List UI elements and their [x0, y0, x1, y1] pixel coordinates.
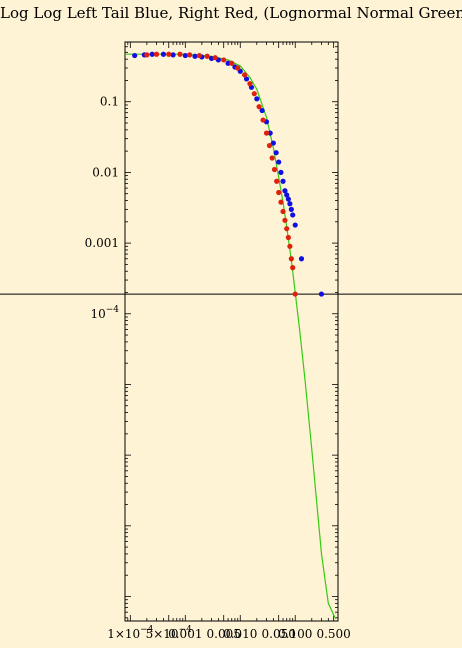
data-point: [280, 178, 286, 184]
data-point: [267, 130, 273, 136]
x-tick-label: 0.500: [316, 627, 350, 641]
data-point: [298, 256, 305, 262]
data-point: [271, 166, 278, 173]
series-line: [125, 53, 337, 620]
data-point: [288, 206, 294, 212]
chart-title: Log Log Left Tail Blue, Right Red, (Logn…: [0, 4, 462, 22]
data-point: [284, 192, 290, 198]
data-point: [196, 52, 202, 59]
data-point: [273, 150, 279, 156]
data-point: [318, 291, 325, 297]
data-point: [235, 65, 241, 71]
data-point: [132, 52, 138, 59]
data-point: [287, 243, 293, 249]
data-point: [282, 217, 288, 223]
data-point: [254, 96, 260, 102]
data-point: [260, 117, 266, 123]
data-point: [225, 60, 231, 66]
data-point: [149, 51, 155, 57]
data-point: [292, 291, 298, 297]
data-point: [284, 226, 290, 232]
data-point: [251, 91, 257, 97]
data-point: [269, 155, 275, 161]
y-tick-label: 0.001: [85, 236, 119, 250]
data-point: [274, 178, 280, 184]
y-tick-label: 0.1: [100, 95, 119, 109]
data-point: [170, 52, 176, 58]
plot-frame: [124, 41, 339, 622]
x-tick-label: 0.010: [223, 627, 257, 641]
data-point: [144, 52, 150, 58]
data-point: [290, 265, 296, 271]
data-point: [242, 72, 248, 78]
data-point: [256, 104, 262, 110]
x-tick-label: 0.050: [262, 627, 296, 641]
data-point: [166, 51, 172, 57]
data-point: [177, 51, 183, 57]
x-tick-label: 0.005: [207, 627, 241, 641]
data-point: [290, 212, 296, 218]
data-point: [153, 51, 160, 57]
data-point: [229, 60, 235, 66]
y-tick-label: 0.01: [92, 165, 119, 179]
x-tick-label: 0.001: [168, 627, 202, 641]
data-point: [204, 53, 210, 59]
x-tick-label: 0.100: [278, 627, 312, 641]
data-point: [182, 52, 188, 59]
data-point: [160, 51, 167, 57]
data-point: [187, 52, 193, 58]
data-point: [278, 169, 284, 176]
data-point: [263, 130, 270, 136]
data-point: [292, 222, 298, 228]
y-tick-label: 10−4: [90, 305, 119, 321]
series-points-0: [132, 51, 325, 297]
data-point: [266, 142, 273, 149]
data-point: [212, 55, 218, 61]
data-point: [243, 76, 250, 82]
data-point: [282, 188, 288, 194]
data-point: [259, 107, 265, 114]
data-point: [280, 208, 286, 215]
data-point: [192, 53, 198, 59]
data-point: [278, 199, 284, 205]
data-point: [276, 159, 282, 165]
series-points-1: [144, 51, 298, 297]
data-point: [247, 81, 253, 87]
data-point: [276, 189, 282, 196]
data-point: [285, 196, 291, 202]
data-point: [270, 140, 276, 146]
data-point: [285, 234, 291, 241]
data-point: [288, 256, 294, 262]
data-point: [221, 57, 227, 63]
data-point: [287, 201, 293, 207]
